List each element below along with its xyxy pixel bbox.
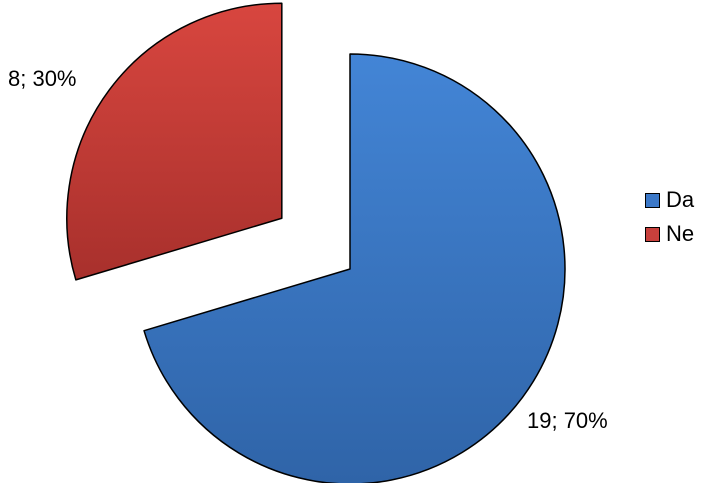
pie-slice-da [143,53,566,483]
pie-slice-ne [66,2,283,281]
legend-label-ne: Ne [666,221,695,246]
legend-item-da: Da [645,186,694,214]
legend: Da Ne [645,186,694,254]
legend-swatch-da [645,192,660,208]
legend-swatch-ne [645,226,660,242]
data-label-ne: 8; 30% [8,66,77,91]
legend-item-ne: Ne [645,220,694,248]
data-label-da: 19; 70% [527,408,608,433]
legend-label-da: Da [666,187,695,212]
